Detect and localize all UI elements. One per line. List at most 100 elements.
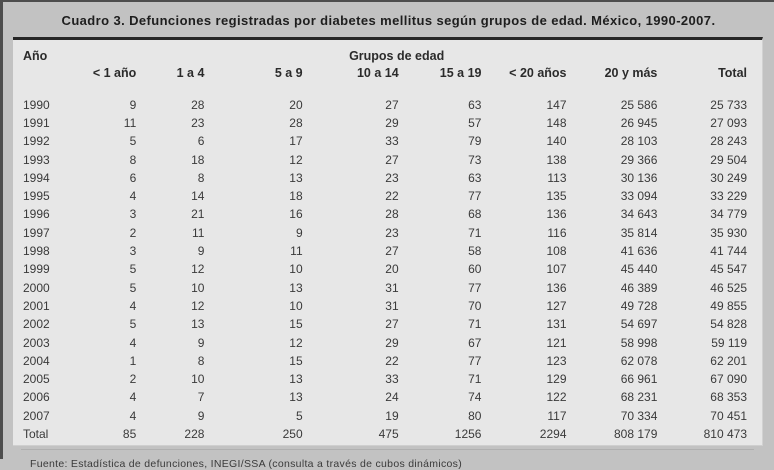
value-cell: 9 <box>197 244 205 259</box>
value-cell: 66 961 <box>620 372 658 387</box>
value-cell: 70 <box>468 298 482 313</box>
table-row: 1998 3 9 11 27 58 108 41 636 41 744 <box>21 242 754 260</box>
table-row: 1996 3 21 16 28 68 136 34 643 34 779 <box>21 206 754 224</box>
year-cell: 2001 <box>23 298 50 313</box>
table-header: Año Grupos de edad < 1 año 1 a 4 5 a 9 1… <box>21 48 754 96</box>
group-header-row: Año Grupos de edad <box>21 48 754 65</box>
table-row: 1992 5 6 17 33 79 140 28 103 28 243 <box>21 133 754 151</box>
value-cell: 9 <box>197 335 205 350</box>
value-cell: 71 <box>468 317 482 332</box>
value-cell: 23 <box>191 115 205 130</box>
value-cell: 29 <box>385 115 399 130</box>
value-cell: 4 <box>129 335 137 350</box>
value-cell: 62 201 <box>710 353 747 368</box>
value-cell: 13 <box>191 317 205 332</box>
value-cell: 67 <box>468 335 482 350</box>
value-cell: 15 <box>289 353 303 368</box>
value-cell: 12 <box>289 152 303 167</box>
value-cell: 31 <box>385 298 399 313</box>
value-cell: 54 697 <box>620 317 658 332</box>
table-row: 2003 4 9 12 29 67 121 58 998 59 119 <box>21 334 754 352</box>
value-cell: 74 <box>468 390 482 405</box>
year-cell: 1990 <box>23 97 50 112</box>
value-cell: 70 334 <box>620 408 658 423</box>
year-cell: 1999 <box>23 262 50 277</box>
value-cell: 15 <box>289 317 303 332</box>
value-cell: 2 <box>129 372 137 387</box>
value-cell: 25 586 <box>620 97 658 112</box>
year-cell: 2002 <box>23 317 50 332</box>
column-header-5a9: 5 a 9 <box>274 66 303 80</box>
value-cell: 34 643 <box>620 207 658 222</box>
value-cell: 22 <box>385 353 399 368</box>
value-cell: 77 <box>468 280 482 295</box>
value-cell: 8 <box>197 170 205 185</box>
value-cell: 10 <box>289 298 303 313</box>
value-cell: 31 <box>385 280 399 295</box>
value-cell: 1 <box>129 353 137 368</box>
table-row: 2002 5 13 15 27 71 131 54 697 54 828 <box>21 316 754 334</box>
value-cell: 121 <box>546 335 567 350</box>
year-cell: 1998 <box>23 244 50 259</box>
value-cell: 29 504 <box>710 152 747 167</box>
year-cell: 2000 <box>23 280 50 295</box>
value-cell: 5 <box>129 134 137 149</box>
value-cell: 68 231 <box>620 390 658 405</box>
value-cell: 3 <box>129 207 137 222</box>
value-cell: 33 094 <box>620 189 658 204</box>
table-row: 2001 4 12 10 31 70 127 49 728 49 855 <box>21 297 754 315</box>
value-cell: 71 <box>468 372 482 387</box>
value-cell: 9 <box>129 97 137 112</box>
value-cell: 23 <box>385 225 399 240</box>
value-cell: 22 <box>385 189 399 204</box>
data-table: Año Grupos de edad < 1 año 1 a 4 5 a 9 1… <box>21 48 754 444</box>
value-cell: 70 451 <box>710 408 747 423</box>
value-cell: 28 103 <box>620 134 658 149</box>
value-cell: 138 <box>546 152 567 167</box>
value-cell: 5 <box>295 408 303 423</box>
value-cell: 27 <box>385 244 399 259</box>
value-cell: 4 <box>129 408 137 423</box>
value-cell: 11 <box>191 225 205 240</box>
value-cell: 18 <box>289 189 303 204</box>
value-cell: 23 <box>385 170 399 185</box>
value-cell: 68 353 <box>710 390 747 405</box>
value-cell: 63 <box>468 170 482 185</box>
value-cell: 58 998 <box>620 335 658 350</box>
value-cell: 140 <box>546 134 567 149</box>
value-cell: 3 <box>129 244 137 259</box>
value-cell: 16 <box>289 207 303 222</box>
value-cell: 10 <box>191 280 205 295</box>
value-cell: 33 <box>385 372 399 387</box>
value-cell: 11 <box>290 244 303 259</box>
value-cell: 49 855 <box>710 298 747 313</box>
value-cell: 27 <box>385 317 399 332</box>
year-column-header: Año <box>23 49 48 63</box>
value-cell: 34 779 <box>710 207 747 222</box>
year-cell: 2005 <box>23 372 50 387</box>
value-cell: 11 <box>123 115 137 130</box>
value-cell: 25 733 <box>710 97 747 112</box>
value-cell: 13 <box>289 390 303 405</box>
value-cell: 85 <box>122 426 137 441</box>
value-cell: 4 <box>129 189 137 204</box>
table-row: 2006 4 7 13 24 74 122 68 231 68 353 <box>21 389 754 407</box>
value-cell: 13 <box>289 280 303 295</box>
table-row: 2005 2 10 13 33 71 129 66 961 67 090 <box>21 370 754 388</box>
value-cell: 59 119 <box>711 335 747 350</box>
value-cell: 13 <box>289 170 303 185</box>
value-cell: 10 <box>191 372 205 387</box>
value-cell: 250 <box>282 426 303 441</box>
value-cell: 122 <box>546 390 567 405</box>
value-cell: 33 <box>385 134 399 149</box>
value-cell: 148 <box>546 115 567 130</box>
value-cell: 12 <box>191 262 205 277</box>
year-cell: Total <box>23 426 49 441</box>
value-cell: 135 <box>546 189 567 204</box>
value-cell: 10 <box>289 262 303 277</box>
column-header-1a4: 1 a 4 <box>176 66 205 80</box>
value-cell: 147 <box>546 97 567 112</box>
value-cell: 19 <box>385 408 399 423</box>
table-row: 1991 11 23 28 29 57 148 26 945 27 093 <box>21 114 754 132</box>
value-cell: 27 093 <box>710 115 747 130</box>
